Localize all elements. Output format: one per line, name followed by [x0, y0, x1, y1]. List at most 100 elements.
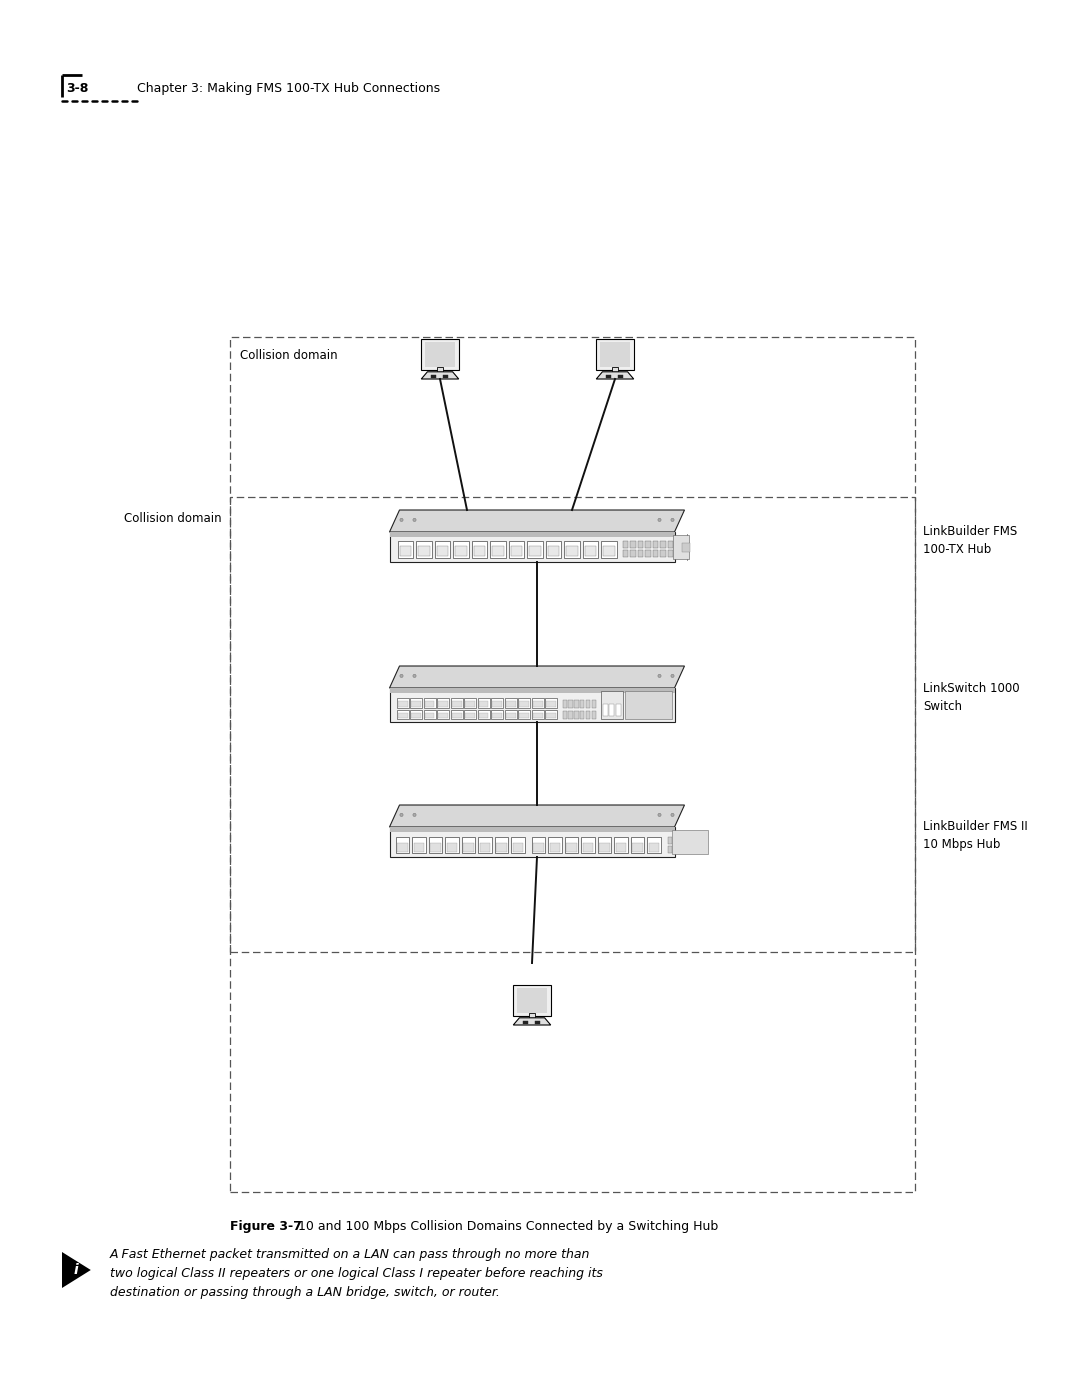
Bar: [477, 710, 489, 719]
Text: Chapter 3: Making FMS 100-TX Hub Connections: Chapter 3: Making FMS 100-TX Hub Connect…: [137, 81, 441, 95]
Circle shape: [671, 675, 674, 678]
Polygon shape: [421, 372, 459, 379]
Bar: [531, 710, 543, 719]
Bar: [548, 546, 559, 556]
Bar: [513, 842, 523, 852]
Bar: [465, 701, 475, 707]
Bar: [546, 712, 556, 718]
Bar: [411, 837, 426, 854]
Bar: [423, 698, 435, 707]
Bar: [699, 837, 704, 844]
Bar: [575, 700, 579, 707]
Bar: [548, 837, 562, 854]
Bar: [524, 1021, 528, 1024]
Bar: [582, 842, 593, 852]
Bar: [477, 698, 489, 707]
Bar: [699, 847, 704, 854]
Bar: [616, 704, 621, 717]
Circle shape: [658, 518, 661, 521]
Bar: [437, 698, 449, 707]
Bar: [495, 837, 508, 854]
Bar: [519, 712, 529, 718]
Bar: [478, 837, 491, 854]
Bar: [478, 712, 488, 718]
Bar: [438, 701, 448, 707]
Bar: [519, 701, 529, 707]
Bar: [414, 842, 424, 852]
Bar: [390, 827, 675, 833]
Bar: [687, 837, 691, 844]
Bar: [505, 712, 515, 718]
Bar: [473, 546, 485, 556]
Bar: [230, 497, 915, 951]
Bar: [630, 549, 636, 556]
Bar: [529, 1013, 535, 1020]
Bar: [645, 549, 651, 556]
Bar: [390, 687, 675, 722]
Bar: [534, 842, 543, 852]
Bar: [652, 549, 659, 556]
Bar: [492, 712, 502, 718]
Circle shape: [658, 813, 661, 816]
Bar: [616, 842, 626, 852]
Bar: [504, 698, 516, 707]
Bar: [436, 546, 448, 556]
Bar: [652, 541, 659, 548]
Bar: [585, 711, 590, 719]
Bar: [465, 712, 475, 718]
Bar: [464, 710, 476, 719]
Bar: [550, 842, 561, 852]
Bar: [463, 842, 473, 852]
Polygon shape: [390, 666, 685, 687]
Bar: [511, 546, 522, 556]
Bar: [581, 837, 594, 854]
Bar: [397, 541, 413, 557]
Bar: [424, 701, 434, 707]
Bar: [518, 710, 530, 719]
Bar: [618, 376, 623, 379]
Text: Collision domain: Collision domain: [240, 349, 338, 362]
Bar: [429, 837, 442, 854]
Bar: [599, 842, 609, 852]
Bar: [421, 338, 459, 370]
Bar: [566, 842, 577, 852]
Bar: [563, 711, 567, 719]
Bar: [491, 698, 503, 707]
Bar: [390, 687, 675, 693]
Bar: [492, 546, 503, 556]
Bar: [445, 837, 459, 854]
Bar: [230, 337, 915, 1192]
Bar: [675, 541, 680, 548]
Bar: [513, 985, 551, 1017]
Bar: [424, 712, 434, 718]
Bar: [472, 541, 487, 557]
Bar: [410, 710, 422, 719]
Bar: [390, 532, 675, 562]
Bar: [637, 549, 644, 556]
Bar: [546, 701, 556, 707]
Bar: [424, 342, 456, 367]
Text: 3-8: 3-8: [66, 81, 89, 95]
Bar: [437, 710, 449, 719]
Bar: [680, 837, 685, 844]
Bar: [680, 847, 685, 854]
Circle shape: [658, 675, 661, 678]
Bar: [596, 338, 634, 370]
Bar: [592, 700, 596, 707]
Bar: [430, 842, 441, 852]
Bar: [667, 847, 672, 854]
Bar: [575, 711, 579, 719]
Bar: [509, 541, 524, 557]
Bar: [692, 847, 698, 854]
Bar: [615, 837, 627, 854]
Text: Figure 3-7: Figure 3-7: [230, 1220, 302, 1234]
Bar: [450, 698, 462, 707]
Circle shape: [413, 813, 416, 816]
Bar: [566, 546, 578, 556]
Bar: [648, 842, 659, 852]
Bar: [397, 842, 407, 852]
Bar: [431, 376, 436, 379]
Bar: [390, 827, 675, 856]
Bar: [531, 837, 545, 854]
Bar: [451, 712, 461, 718]
